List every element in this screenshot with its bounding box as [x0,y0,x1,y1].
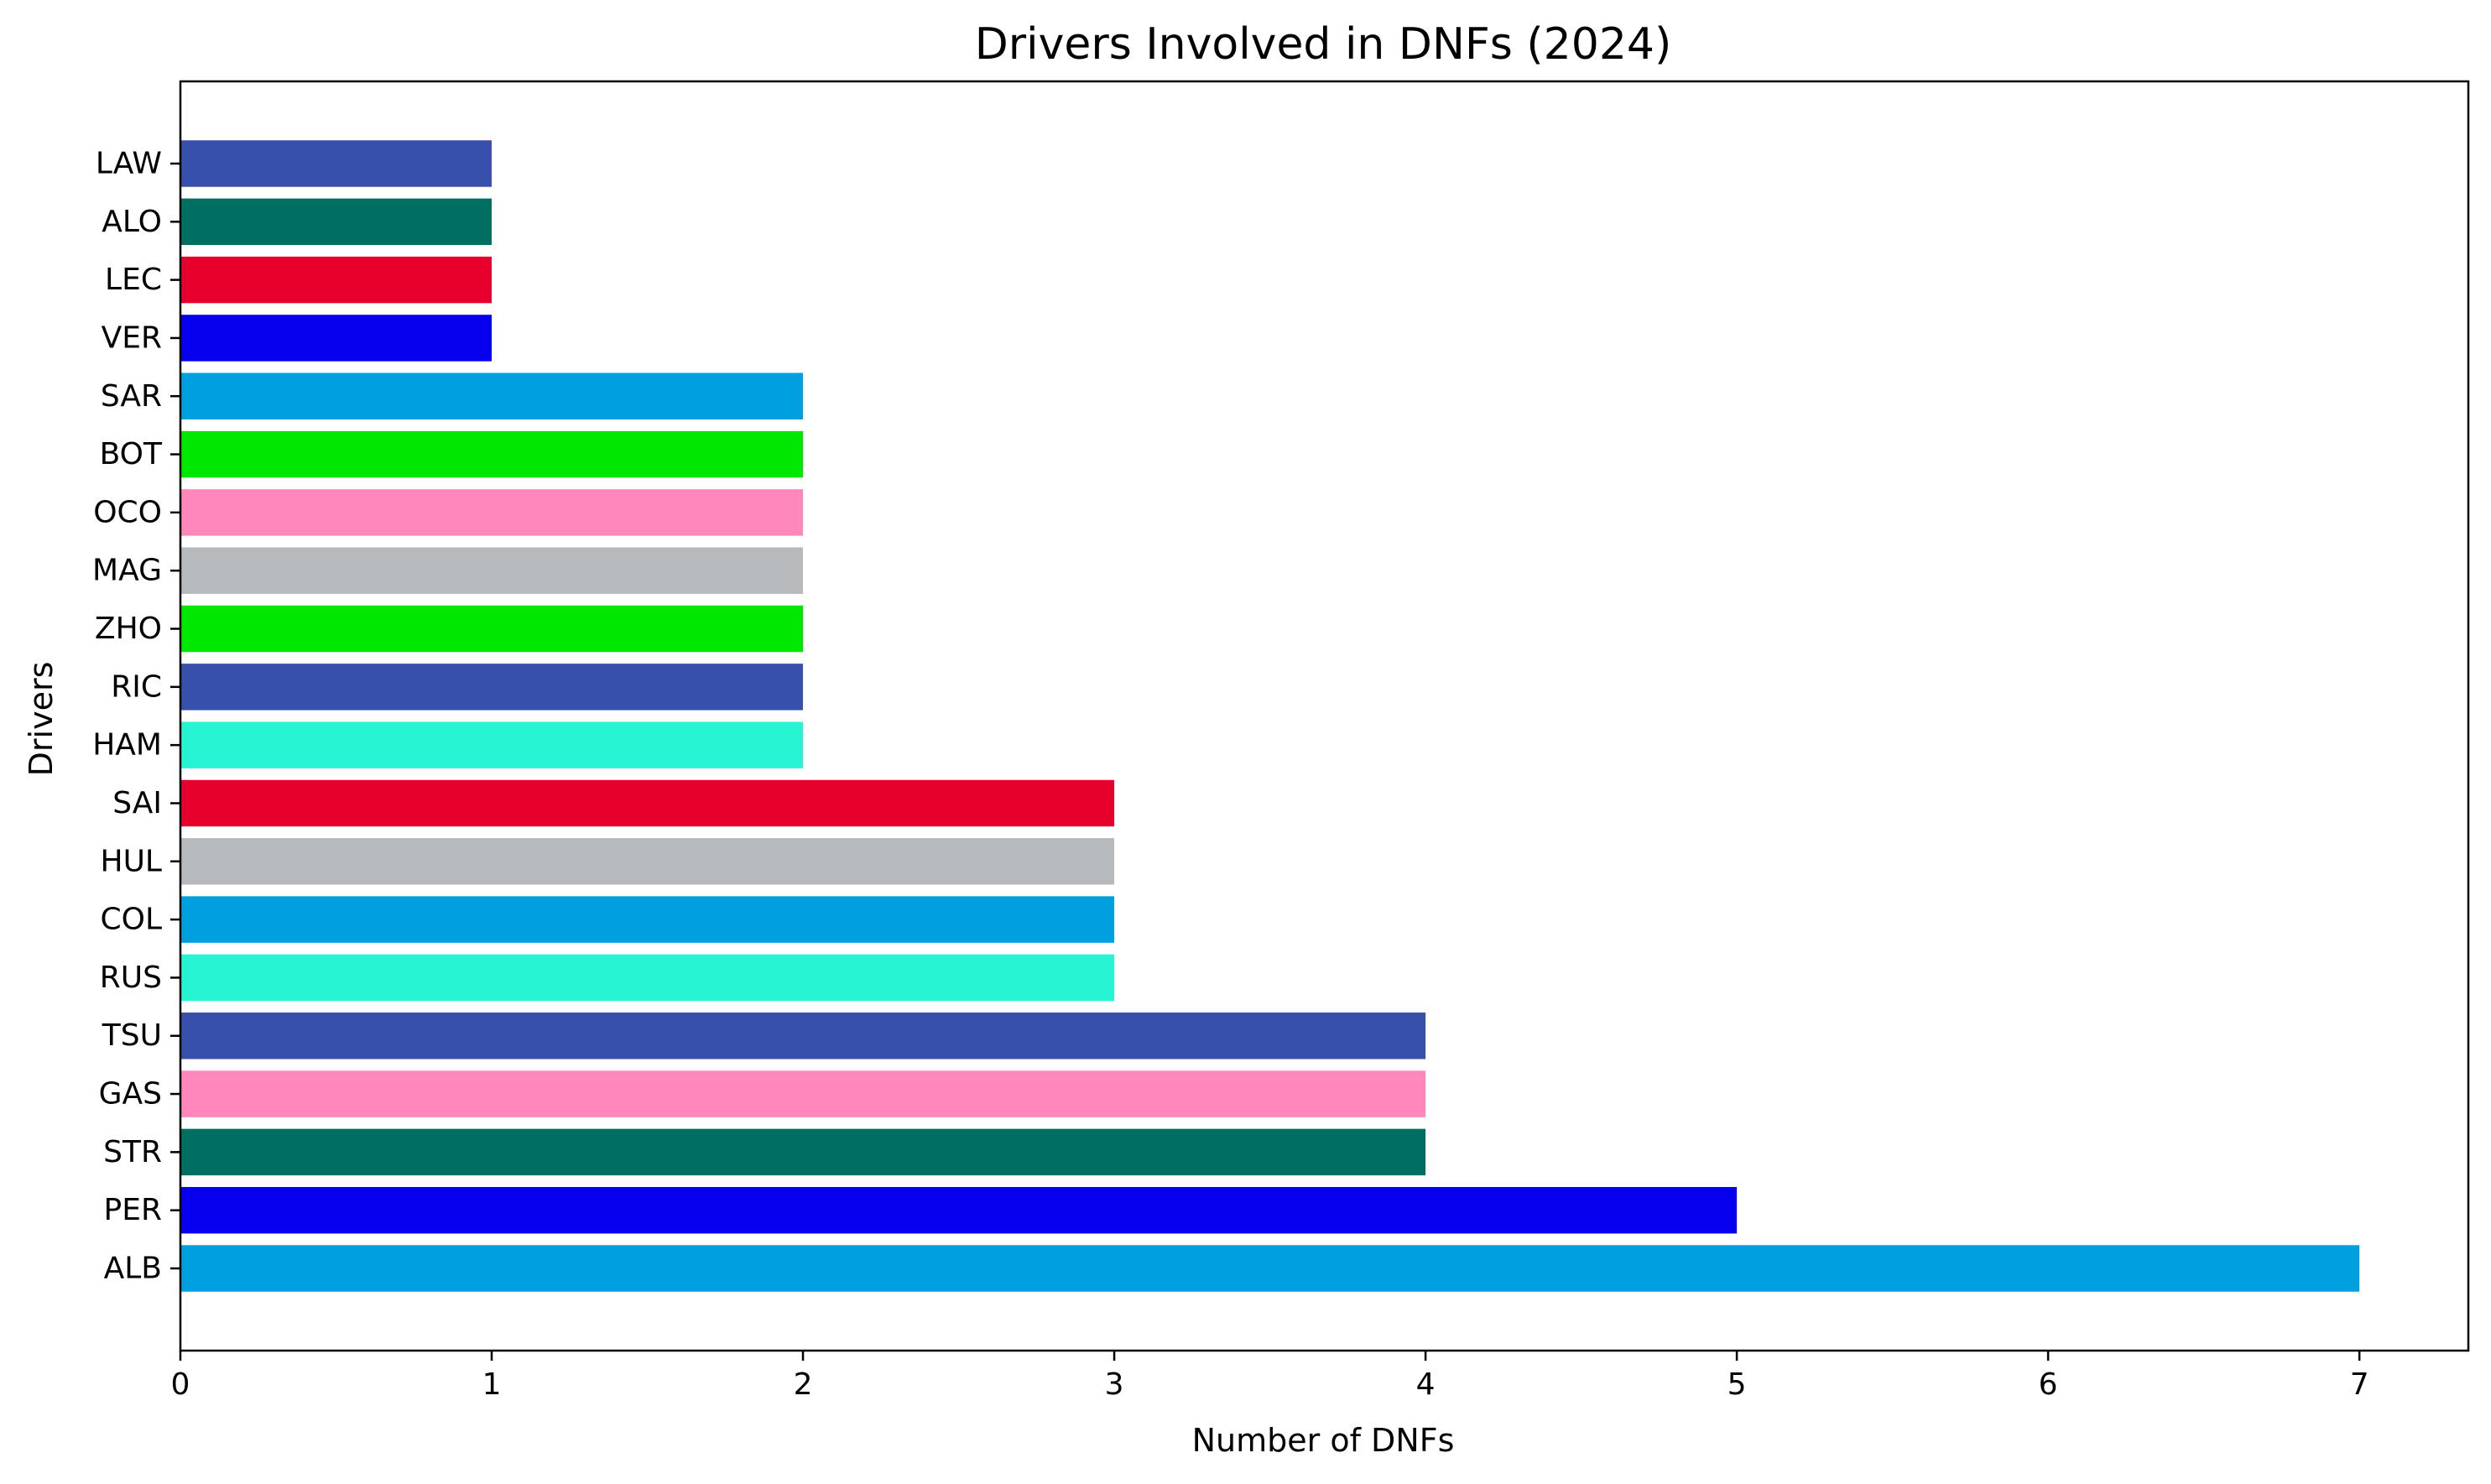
bar-ver [180,315,492,362]
bar-per [180,1186,1738,1234]
y-axis-label: Drivers [23,662,60,777]
y-tick-label: STR [103,1135,162,1169]
y-tick-label: TSU [102,1018,162,1053]
bar-alo [180,198,492,246]
y-tick-label: RIC [111,669,162,704]
bar-zho [180,605,804,653]
y-tick-label: SAR [101,379,162,414]
x-tick-label: 4 [1416,1367,1436,1402]
x-axis-ticks: 0 1 2 3 4 5 6 7 [171,1351,2369,1402]
x-tick-label: 6 [2039,1367,2058,1402]
x-tick-label: 1 [482,1367,502,1402]
bar-str [180,1128,1426,1176]
y-tick-label: LEC [105,263,162,297]
bar-sar [180,372,804,419]
bar-bot [180,430,804,478]
y-tick-label: MAG [92,554,162,588]
y-tick-label: ALB [104,1252,162,1286]
y-tick-label: SAI [112,786,162,820]
x-axis-label: Number of DNFs [1192,1422,1455,1459]
x-tick-label: 5 [1728,1367,1747,1402]
plot-frame [179,80,2470,1352]
bar-sai [180,779,1115,827]
chart-title: Drivers Involved in DNFs (2024) [975,19,1672,70]
bar-oco [180,489,804,536]
x-tick-label: 2 [794,1367,813,1402]
y-tick-label: HAM [92,728,162,763]
y-tick-label: ZHO [95,612,162,646]
x-tick-label: 3 [1105,1367,1124,1402]
y-tick-label: VER [102,320,162,355]
x-tick-label: 0 [171,1367,190,1402]
y-tick-label: ALO [102,205,162,239]
y-tick-label: COL [100,903,162,937]
bar-ham [180,721,804,768]
y-tick-label: LAW [96,147,162,181]
bar-alb [180,1245,2360,1292]
bar-ric [180,664,804,711]
y-axis-ticks: ALB PER STR GAS TSU RUS COL HUL SAI HAM RIC ZHO MAG O… [92,147,180,1286]
bar-gas [180,1070,1426,1117]
bar-tsu [180,1013,1426,1060]
y-tick-label: PER [104,1193,162,1227]
y-tick-label: OCO [93,495,162,529]
y-tick-label: HUL [101,844,162,878]
bar-lec [180,256,492,304]
y-tick-label: GAS [99,1077,162,1112]
y-tick-label: BOT [100,437,163,471]
y-tick-label: RUS [100,961,162,995]
bar-rus [180,954,1115,1002]
bar-mag [180,547,804,594]
bar-col [180,896,1115,943]
bar-law [180,140,492,187]
bar-hul [180,838,1115,885]
x-tick-label: 7 [2350,1367,2369,1402]
bar-group [180,140,2360,1292]
